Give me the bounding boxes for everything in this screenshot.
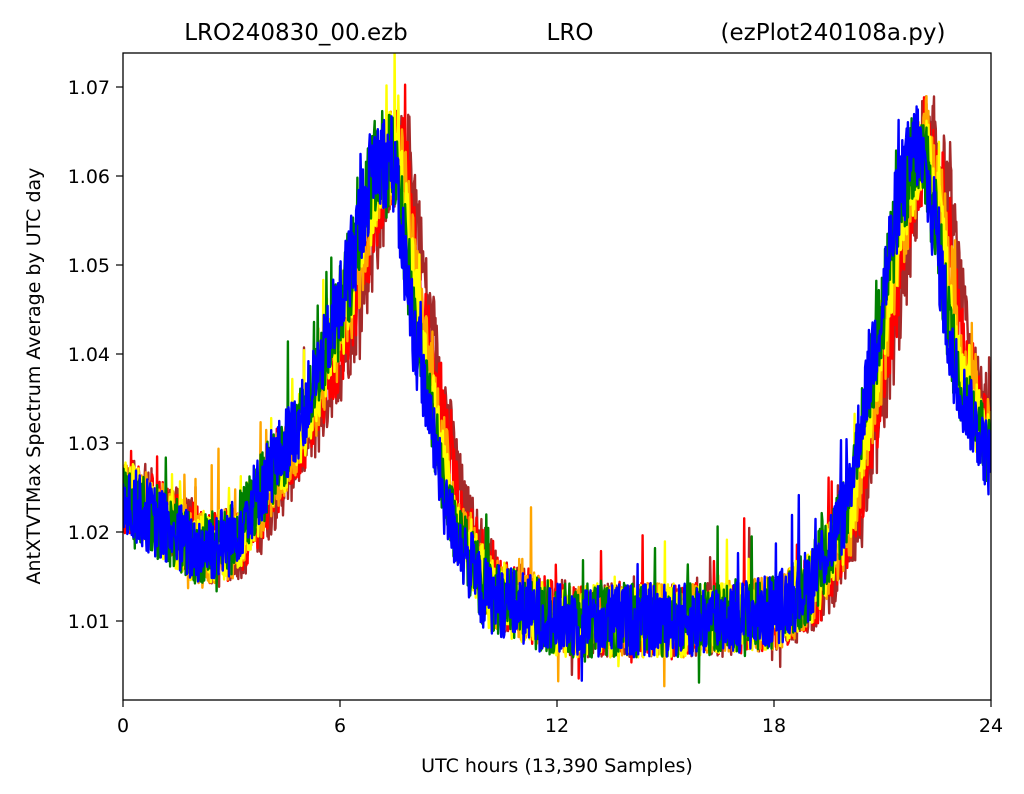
x-axis-label: UTC hours (13,390 Samples) — [421, 755, 693, 777]
y-tick-label: 1.07 — [68, 77, 110, 99]
y-tick-label: 1.02 — [68, 522, 110, 544]
y-tick-label: 1.01 — [68, 611, 110, 633]
y-tick-label: 1.03 — [68, 433, 110, 455]
chart-title-script: (ezPlot240108a.py) — [721, 20, 946, 46]
x-tick-label: 12 — [545, 715, 569, 737]
x-tick-label: 6 — [334, 715, 346, 737]
y-axis-label: AntXTVTMax Spectrum Average by UTC day — [23, 168, 45, 585]
y-axis: 1.01 1.02 1.03 1.04 1.05 1.06 1.07 — [68, 77, 123, 633]
x-tick-label: 18 — [762, 715, 786, 737]
x-tick-label: 0 — [117, 715, 129, 737]
series-line-5 — [123, 105, 991, 682]
x-axis: 0 6 12 18 24 — [117, 700, 1003, 737]
y-tick-label: 1.06 — [68, 166, 110, 188]
chart-title-station: LRO — [547, 20, 594, 46]
x-tick-label: 24 — [979, 715, 1003, 737]
series-group — [123, 53, 991, 688]
y-tick-label: 1.04 — [68, 344, 110, 366]
y-tick-label: 1.05 — [68, 255, 110, 277]
chart-title-file: LRO240830_00.ezb — [184, 20, 408, 46]
